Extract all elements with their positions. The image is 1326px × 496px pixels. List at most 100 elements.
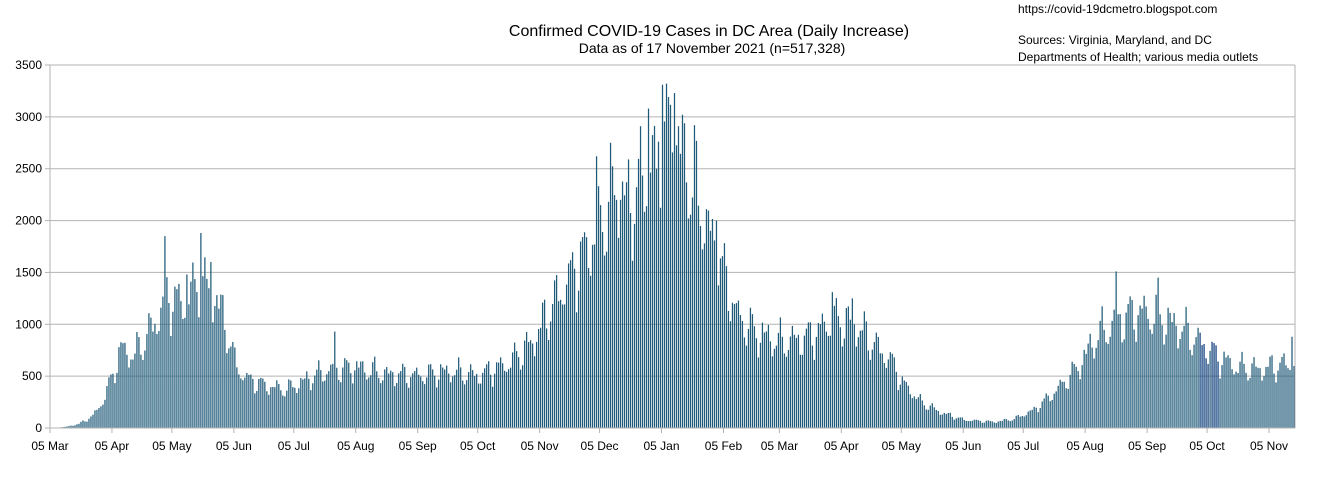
x-tick-label: 05 Nov [1250,439,1288,453]
bar [721,256,724,428]
bar [320,370,322,428]
bar [791,325,794,428]
bar [140,354,142,428]
bar [731,302,734,428]
bar [653,125,656,429]
bar [462,380,464,428]
bar [1153,323,1155,428]
bar [296,393,298,428]
bar [1075,366,1077,428]
bar [1289,369,1291,428]
bar [1055,391,1057,428]
bar [416,367,418,428]
bar [1017,415,1019,428]
bar [1195,337,1197,428]
bar [941,414,943,428]
bar [783,353,786,428]
bar [1111,320,1113,428]
bar [118,347,120,428]
bar [1231,369,1233,428]
bar [310,390,312,428]
bar [1127,304,1129,428]
bar [561,304,564,428]
bar [1233,374,1235,428]
bar [68,426,70,428]
bar [470,364,472,428]
bar [114,383,116,428]
bar [1221,365,1223,428]
bar [504,370,506,428]
y-tick-label: 3500 [15,58,42,72]
bar [933,407,935,428]
bar [108,377,110,428]
x-tick-label: 05 Oct [460,439,496,453]
bar [186,274,188,428]
bar [1237,372,1239,428]
bar [551,304,554,428]
bar [486,364,488,428]
bar [841,346,843,428]
bar [418,374,420,428]
bar [1281,357,1283,428]
bar [1245,372,1247,428]
bar [90,416,92,428]
bar [1243,363,1245,428]
bar [927,409,929,428]
bar [84,421,86,428]
bar [847,306,849,428]
bar [955,418,957,428]
bar [1161,325,1163,428]
bar [741,320,744,428]
x-tick-label: 05 Oct [1189,439,1225,453]
bar [691,197,694,428]
bar [767,324,770,428]
bar [346,360,348,428]
bar [1027,411,1029,428]
source-line-2: Departments of Health; various media out… [1018,50,1258,64]
bar [380,383,382,428]
bar [286,390,288,428]
bar [761,322,764,428]
bar [216,295,218,428]
bar [1253,357,1255,428]
bar [803,335,806,428]
bar [641,175,644,428]
bar [1217,361,1219,428]
bar [1291,336,1293,428]
bar [440,364,442,428]
bar [478,383,480,428]
x-tick-label: 05 Mar [31,439,68,453]
bar [683,123,686,428]
bar [745,345,748,428]
bar [1287,368,1289,428]
bar [1019,416,1021,428]
bar [318,360,320,428]
bar [362,361,364,428]
bar [390,370,392,428]
y-tick-label: 0 [35,421,42,435]
bar [194,279,196,428]
bar [663,121,666,428]
bar [300,378,302,428]
bar [172,311,174,428]
bar [901,376,903,428]
bar [581,237,584,428]
bar [1083,349,1085,428]
bar [198,317,200,428]
bar [1113,309,1115,428]
bar [729,321,732,428]
bar [1267,366,1269,428]
bar [1163,344,1165,428]
bar [1279,362,1281,428]
bar [104,399,106,428]
bar [687,218,690,428]
bar [853,324,855,428]
bar [917,397,919,428]
bar [1101,306,1103,428]
bar [508,369,510,428]
bar [392,372,394,428]
bar [563,304,566,428]
bar [1135,341,1137,428]
bar [1097,340,1099,428]
bar [815,336,817,428]
